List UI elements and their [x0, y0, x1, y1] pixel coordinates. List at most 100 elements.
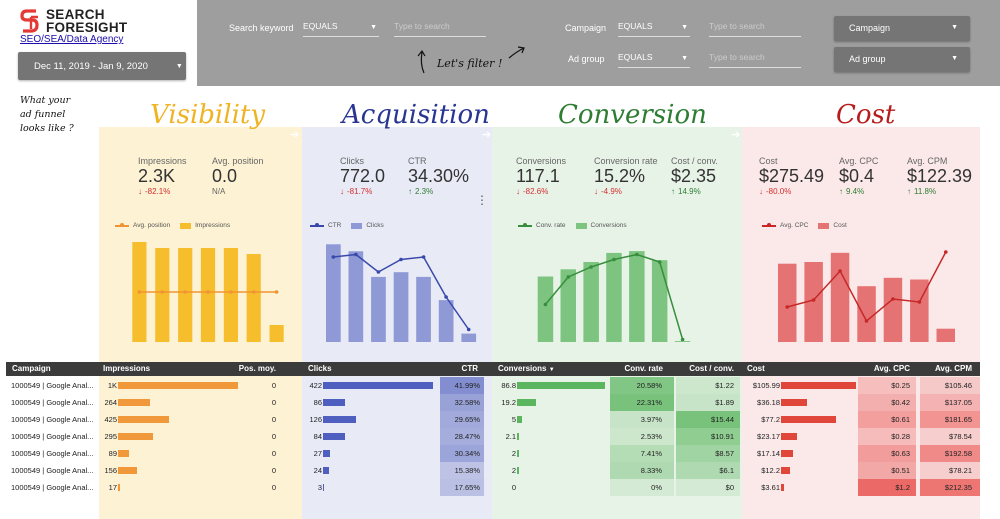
- bar[interactable]: [537, 276, 554, 343]
- line-point[interactable]: [206, 290, 210, 294]
- table-row[interactable]: 1000549 | Google Anal... 264 0 86 32.58% 19.2…: [6, 394, 980, 411]
- bar[interactable]: [857, 286, 876, 342]
- campaign-operator-select[interactable]: EQUALS ▼: [618, 21, 690, 37]
- adgroup-search-input[interactable]: Type to search: [709, 52, 801, 68]
- campaign-dropdown[interactable]: Campaign ▼: [834, 16, 970, 41]
- cpm-heat: [920, 462, 980, 479]
- bar[interactable]: [883, 277, 903, 342]
- line-point[interactable]: [354, 252, 358, 257]
- agency-link[interactable]: SEO/SEA/Data Agency: [20, 34, 124, 45]
- bar[interactable]: [804, 262, 823, 342]
- scorecard-delta-value: 14.9%: [678, 187, 701, 196]
- clicks-bar: [323, 399, 346, 406]
- adgroup-dropdown[interactable]: Ad group ▼: [834, 47, 970, 72]
- adgroup-operator-select[interactable]: EQUALS ▼: [618, 52, 690, 68]
- bar[interactable]: [326, 244, 341, 342]
- bar[interactable]: [348, 251, 364, 342]
- col-ctr[interactable]: CTR: [461, 364, 478, 373]
- line-point[interactable]: [183, 290, 187, 294]
- impressions-bar: [118, 382, 238, 389]
- bar[interactable]: [778, 263, 797, 342]
- bar[interactable]: [936, 328, 956, 342]
- acquisition-chart: [326, 244, 477, 342]
- clicks-bar: [323, 416, 356, 423]
- line-point[interactable]: [785, 305, 789, 309]
- bar[interactable]: [416, 276, 431, 342]
- col-impressions[interactable]: Impressions: [103, 364, 151, 373]
- line-point[interactable]: [612, 257, 616, 262]
- bar[interactable]: [674, 341, 691, 342]
- line-point[interactable]: [566, 275, 571, 279]
- col-clicks[interactable]: Clicks: [308, 364, 332, 373]
- col-cost-conv[interactable]: Cost / conv.: [689, 364, 734, 373]
- line-point[interactable]: [274, 290, 279, 294]
- cell-pos: 0: [271, 415, 276, 424]
- date-range-label: Dec 11, 2019 - Jan 9, 2020: [34, 60, 148, 72]
- line-point[interactable]: [137, 290, 142, 294]
- line-point[interactable]: [331, 255, 336, 259]
- line-point[interactable]: [589, 265, 593, 269]
- bar[interactable]: [606, 252, 622, 342]
- bar[interactable]: [371, 276, 386, 342]
- date-range-picker[interactable]: Dec 11, 2019 - Jan 9, 2020 ▼: [18, 52, 186, 80]
- col-cpc[interactable]: Avg. CPC: [873, 364, 910, 373]
- table-row[interactable]: 1000549 | Google Anal... 1K 0 422 41.99% 86.8…: [6, 377, 980, 394]
- table-row[interactable]: 1000549 | Google Anal... 425 0 126 29.65% 5 3.…: [6, 411, 980, 428]
- keyword-search-input[interactable]: Type to search: [394, 21, 486, 37]
- line-point[interactable]: [376, 270, 381, 274]
- bar[interactable]: [155, 248, 170, 342]
- line-point[interactable]: [229, 290, 233, 294]
- bar[interactable]: [560, 269, 577, 342]
- line-point[interactable]: [466, 327, 471, 332]
- line-point[interactable]: [864, 319, 869, 323]
- line-point[interactable]: [680, 337, 685, 342]
- legend-line-label: Avg. position: [133, 222, 171, 229]
- clicks-bar: [323, 484, 324, 491]
- col-cost[interactable]: Cost: [747, 364, 765, 373]
- line-point[interactable]: [917, 300, 922, 304]
- line-point[interactable]: [838, 269, 842, 273]
- table-row[interactable]: 1000549 | Google Anal... 156 0 24 15.38% 2 8.3…: [6, 462, 980, 479]
- side-note: What your ad funnel looks like ?: [20, 94, 74, 136]
- more-options-icon[interactable]: ⋮: [476, 193, 488, 207]
- line-point[interactable]: [944, 250, 948, 254]
- line-point[interactable]: [444, 295, 448, 299]
- table-row[interactable]: 1000549 | Google Anal... 295 0 84 28.47% 2.1 2…: [6, 428, 980, 445]
- campaign-search-input[interactable]: Type to search: [709, 21, 801, 37]
- bar[interactable]: [269, 325, 284, 342]
- bar[interactable]: [910, 279, 929, 343]
- bar[interactable]: [629, 251, 645, 342]
- col-conv-rate[interactable]: Conv. rate: [624, 364, 663, 373]
- bar[interactable]: [393, 272, 409, 342]
- bar[interactable]: [438, 300, 454, 342]
- bar[interactable]: [246, 254, 261, 342]
- table-row[interactable]: 1000549 | Google Anal... 89 0 27 30.34% 2 7.41…: [6, 445, 980, 462]
- line-point[interactable]: [635, 252, 639, 257]
- bar[interactable]: [223, 248, 238, 342]
- keyword-operator-select[interactable]: EQUALS ▼: [303, 21, 379, 37]
- bar[interactable]: [583, 262, 599, 342]
- table-row[interactable]: 1000549 | Google Anal... 17 0 3 17.65% 0 0% $0 $…: [6, 479, 980, 496]
- col-pos[interactable]: Pos. moy.: [238, 364, 276, 373]
- bar[interactable]: [830, 252, 850, 342]
- line-point[interactable]: [160, 290, 165, 294]
- bar[interactable]: [178, 248, 193, 342]
- col-cpm[interactable]: Avg. CPM: [934, 364, 972, 373]
- bar[interactable]: [651, 260, 668, 342]
- line-point[interactable]: [891, 297, 895, 301]
- line-point[interactable]: [543, 302, 548, 307]
- cell-bg: [742, 377, 980, 394]
- side-note-line3: looks like ?: [20, 123, 74, 134]
- col-campaign[interactable]: Campaign: [12, 364, 51, 373]
- cell-bg: [742, 428, 980, 445]
- cell-conv-rate: 8.33%: [640, 466, 662, 475]
- bar[interactable]: [461, 333, 477, 342]
- line-point[interactable]: [811, 298, 816, 302]
- col-conversions[interactable]: Conversions ▼: [498, 362, 555, 376]
- bar[interactable]: [200, 248, 216, 342]
- cell-pos: 0: [271, 381, 276, 390]
- line-point[interactable]: [399, 257, 403, 262]
- line-point[interactable]: [251, 290, 256, 294]
- line-point[interactable]: [657, 260, 662, 264]
- line-point[interactable]: [421, 255, 426, 259]
